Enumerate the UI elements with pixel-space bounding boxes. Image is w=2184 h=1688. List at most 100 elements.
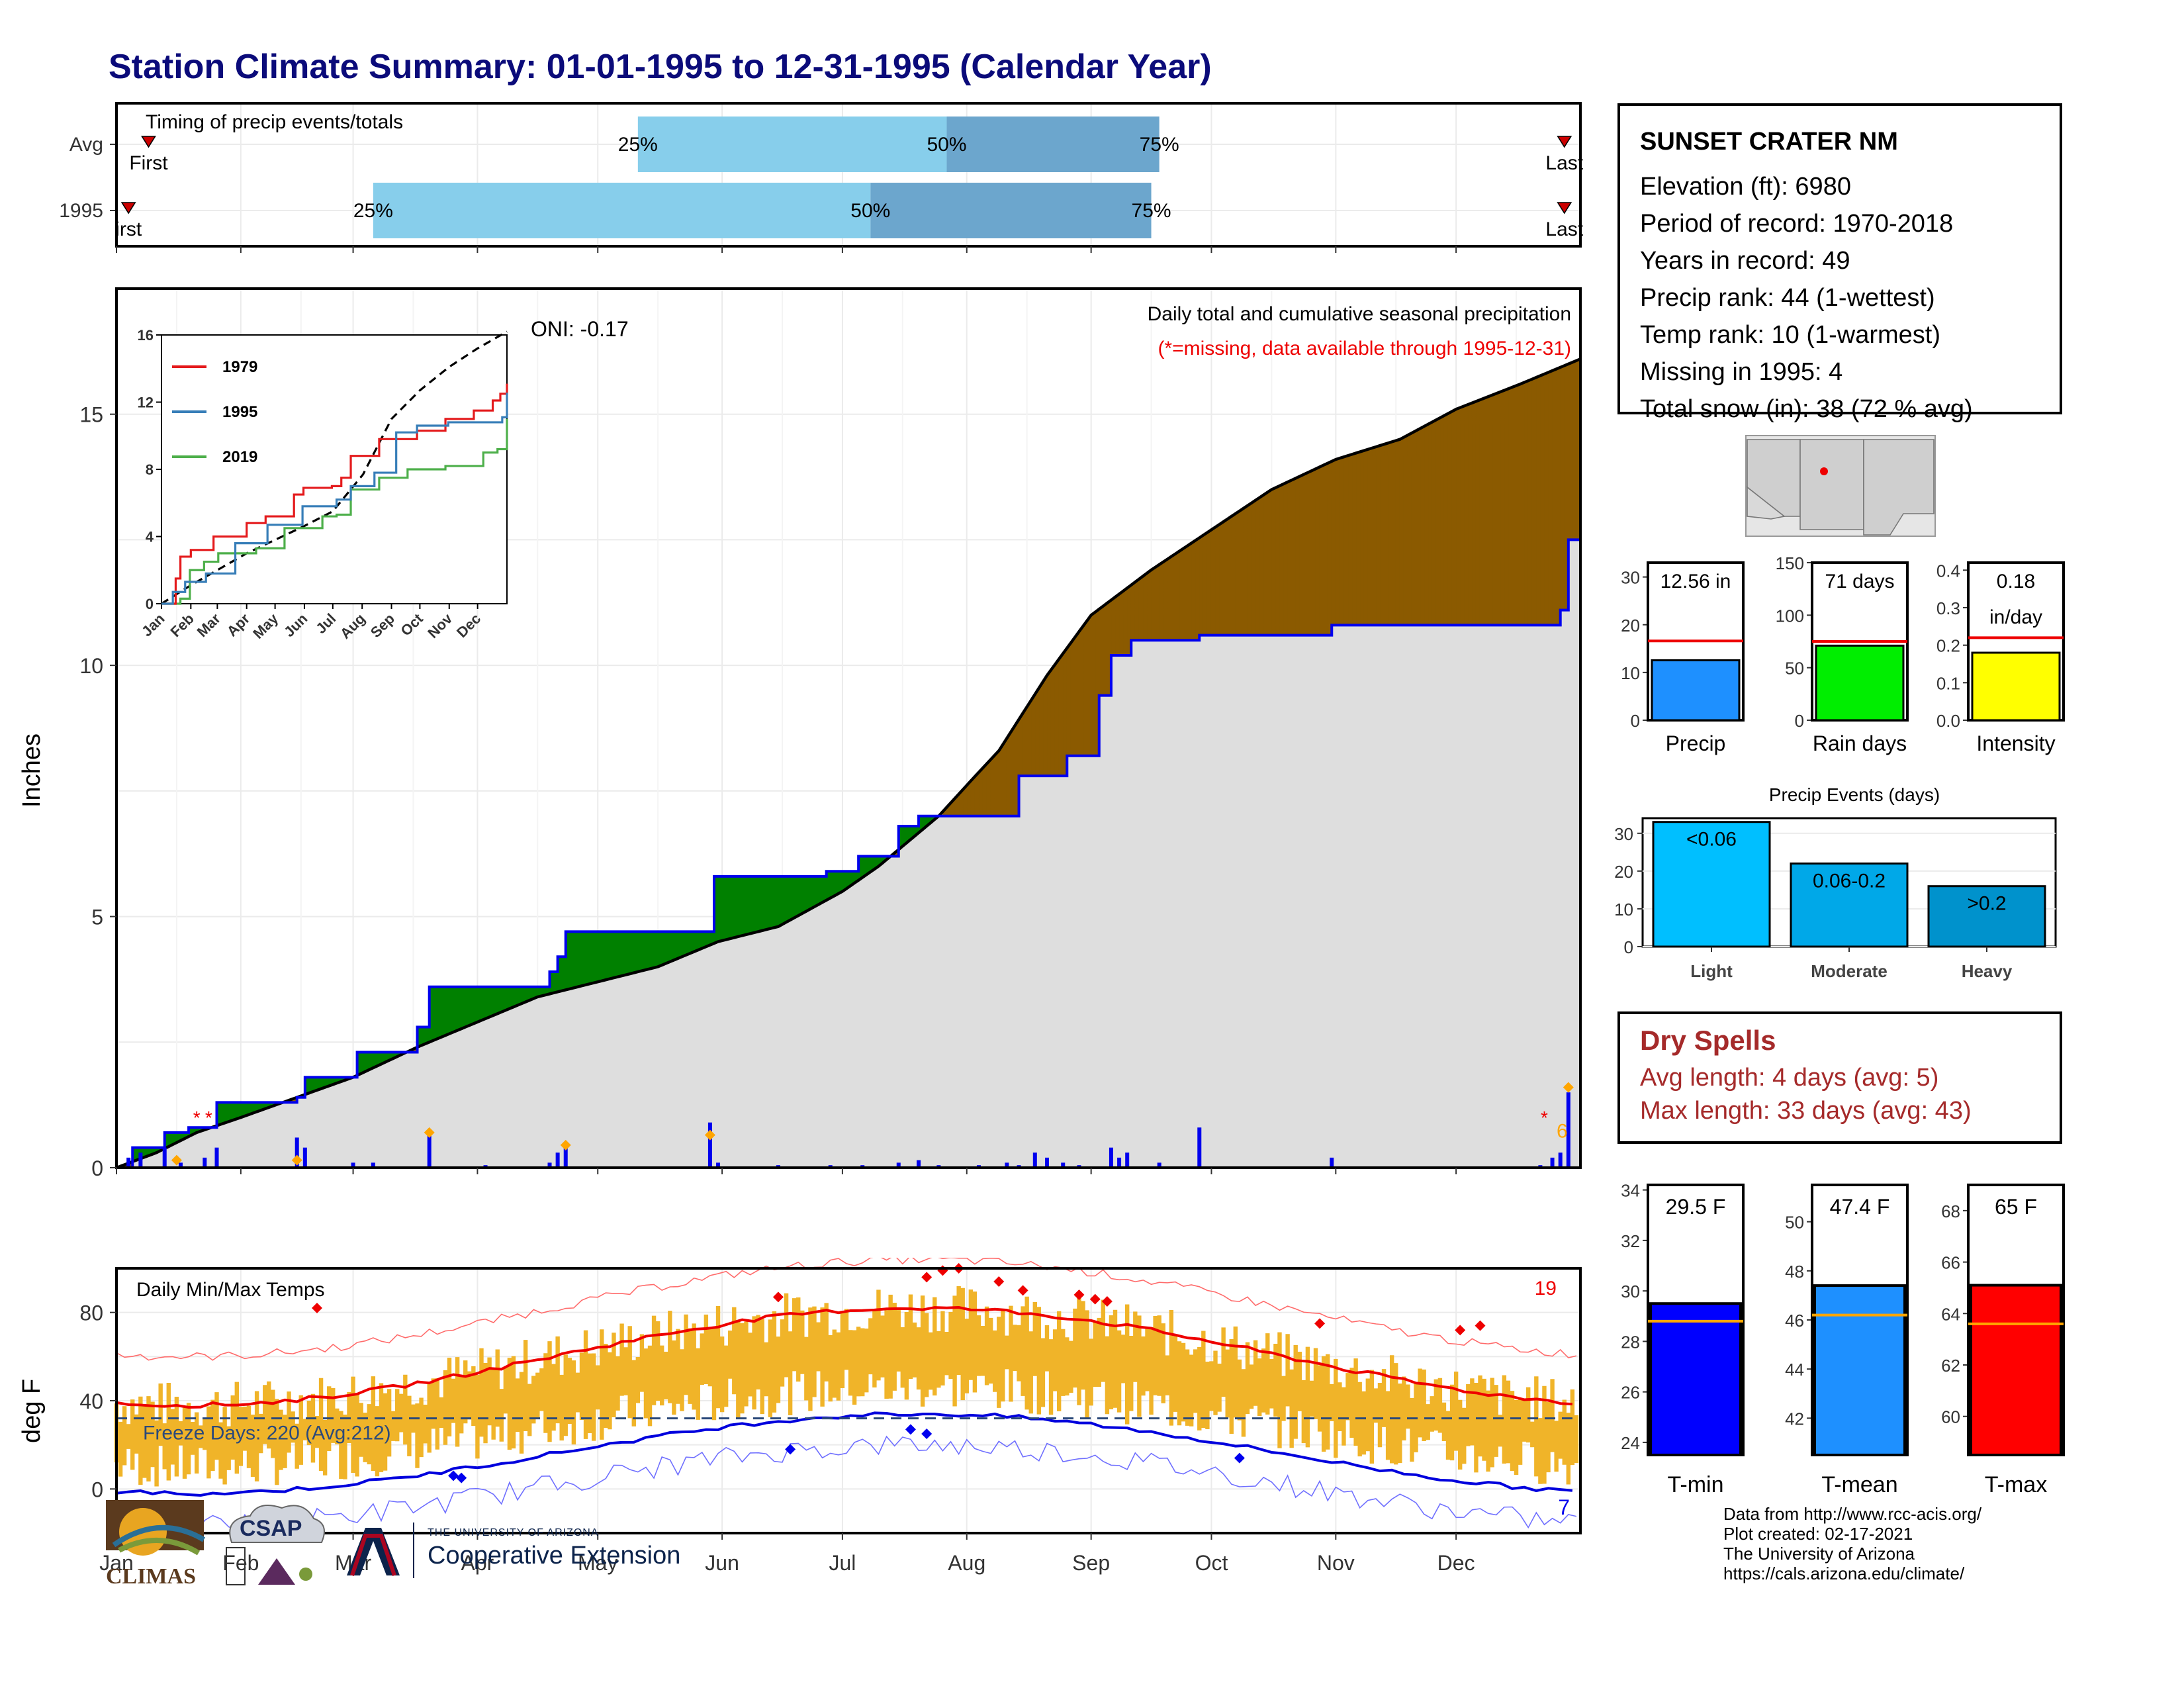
month-label-sep: Sep [1072,1551,1110,1575]
precip-end-count: 6 [1557,1120,1568,1142]
mini-ytick-label: 0 [1795,711,1804,731]
precip-missing-marker: * [205,1107,212,1128]
tbar-ytick-label: 50 [1785,1213,1804,1233]
ua-text: THE UNIVERSITY OF ARIZONA Cooperative Ex… [413,1523,680,1578]
temp-hot-count: 19 [1535,1278,1557,1299]
precip-daily-bar [707,1122,712,1168]
temp-record-high-marker [993,1276,1005,1287]
events-category-label: Moderate [1811,961,1888,981]
timing-first-label: irst [115,218,142,240]
precip-daily-bar [203,1157,207,1168]
inset-ytick-label: 0 [146,596,154,612]
tbar-ytick-label: 66 [1941,1253,1960,1273]
station-period: Period of record: 1970-2018 [1640,211,1954,238]
inset-series-2019 [161,418,508,605]
timing-p25-label: 25% [353,200,393,222]
precip-daily-bar [1117,1157,1122,1168]
temp-ytick-label: 80 [79,1301,103,1325]
precip-daily-bar [1044,1157,1049,1168]
mini-axis-label: Intensity [1976,731,2055,755]
precip-daily-bar [1125,1152,1130,1168]
inset-ytick-label: 12 [138,395,154,411]
precip-snow-marker [171,1154,182,1166]
precip-daily-bar [178,1162,183,1168]
station-snow: Total snow (in): 38 (72 % avg) [1640,396,1973,424]
tbar-bar-t-max [1970,1284,2062,1457]
precip-header: Daily total and cumulative seasonal prec… [1148,303,1571,325]
timing-first-marker [120,202,136,214]
precip-avg-line [116,357,1581,1170]
precip-daily-bar [1566,1092,1570,1168]
temp-ytick-label: 0 [91,1477,103,1501]
timing-row-label: Avg [69,134,103,156]
precip-daily-bar [351,1162,355,1168]
month-label-may: May [578,1551,617,1575]
tbar-ytick-label: 64 [1941,1304,1960,1324]
precip-ytick-label: 5 [91,906,103,929]
freeze-days-label: Freeze Days: 220 (Avg:212) [143,1423,391,1444]
inset-ytick-label: 16 [138,327,154,344]
mini-value-unit: in/day [1989,606,2042,628]
timing-title: Timing of precip events/totals [146,111,403,133]
precip-missing-marker: * [193,1107,201,1128]
precip-ylabel-wrap: Inches [13,688,53,821]
footer-url: https://cals.arizona.edu/climate/ [1723,1564,1965,1583]
month-label-nov: Nov [1317,1551,1355,1575]
temp-record-low-marker [448,1470,459,1481]
ua-logo [341,1523,405,1587]
mini-ytick-label: 30 [1621,568,1640,588]
mini-value-label: 12.56 in [1661,571,1731,592]
tbar-ytick-label: 48 [1785,1262,1804,1282]
precip-daily-bar [1157,1162,1161,1168]
temp-record-high-marker [1314,1318,1326,1329]
temp-cold-count: 7 [1558,1495,1570,1519]
temp-record-high-marker [1101,1296,1113,1307]
timing-q25-q50-bar [373,183,871,238]
timing-last-marker [1557,202,1572,214]
temp-record-low-marker [456,1472,467,1483]
inset-frame [161,334,508,604]
temp-bars: 24 26 28 30 32 34 29.5 F T-min 42 44 46 48 50 47.4 F T… [1621,1181,2065,1497]
precip-snow-marker [1563,1082,1574,1093]
tbar-bar-t-min [1649,1302,1742,1456]
timing-row-label: 1995 [59,200,103,222]
precip-ytick-label: 15 [79,403,103,427]
precip-daily-bar [1109,1147,1113,1168]
precip-daily-bar [555,1152,560,1168]
precip-daily-bar [371,1162,375,1168]
footer-credits: Data from http://www.rcc-acis.org/ Plot … [1723,1504,1981,1583]
dry-spells-avg: Avg length: 4 days (avg: 5) [1640,1064,1939,1092]
precip-daily-bar [917,1160,921,1168]
inset-ytick-label: 4 [146,529,154,545]
timing-p25-label: 25% [618,134,658,156]
mini-bars: 0 10 20 30 12.56 in Precip 0 50 100 150 71 days Rai… [1621,553,2065,755]
events-title: Precip Events (days) [1769,784,1940,805]
temp-ytick-label: 40 [79,1389,103,1413]
precip-daily-bar [563,1143,568,1168]
precip-base-area [116,536,1580,1168]
precip-daily-bar [138,1152,143,1168]
temp-record-high-marker [1017,1285,1028,1296]
events-bar-light [1652,821,1771,948]
timing-q50-q75-bar [946,117,1160,172]
station-name: SUNSET CRATER NM [1640,128,1898,156]
station-missing: Missing in 1995: 4 [1640,359,1843,387]
timing-last-marker [1557,136,1572,148]
month-label-oct: Oct [1195,1551,1228,1575]
temp-record-high-marker [1073,1289,1085,1300]
precip-obs-line [116,536,1582,1169]
mini-axis-label: Precip [1666,731,1726,755]
temp-ylabel: deg F [19,1378,46,1443]
mini-ytick-label: 0.4 [1936,561,1960,581]
mini-ytick-label: 100 [1776,606,1804,626]
station-temp-rank: Temp rank: 10 (1-warmest) [1640,322,1941,350]
precip-daily-bar [1197,1127,1202,1168]
precip-daily-bar [1061,1162,1066,1168]
mini-ytick-label: 50 [1785,659,1804,679]
precip-missing-note: (*=missing, data available through 1995-… [1158,338,1571,359]
mini-ytick-label: 0.1 [1936,673,1960,693]
precip-daily-bar [214,1147,219,1168]
precip-events-chart: Precip Events (days) 0 10 20 30 <0.06 Light 0.0… [1614,784,2057,981]
temp-record-low-marker [905,1424,916,1435]
temp-record-high-marker [921,1272,933,1283]
